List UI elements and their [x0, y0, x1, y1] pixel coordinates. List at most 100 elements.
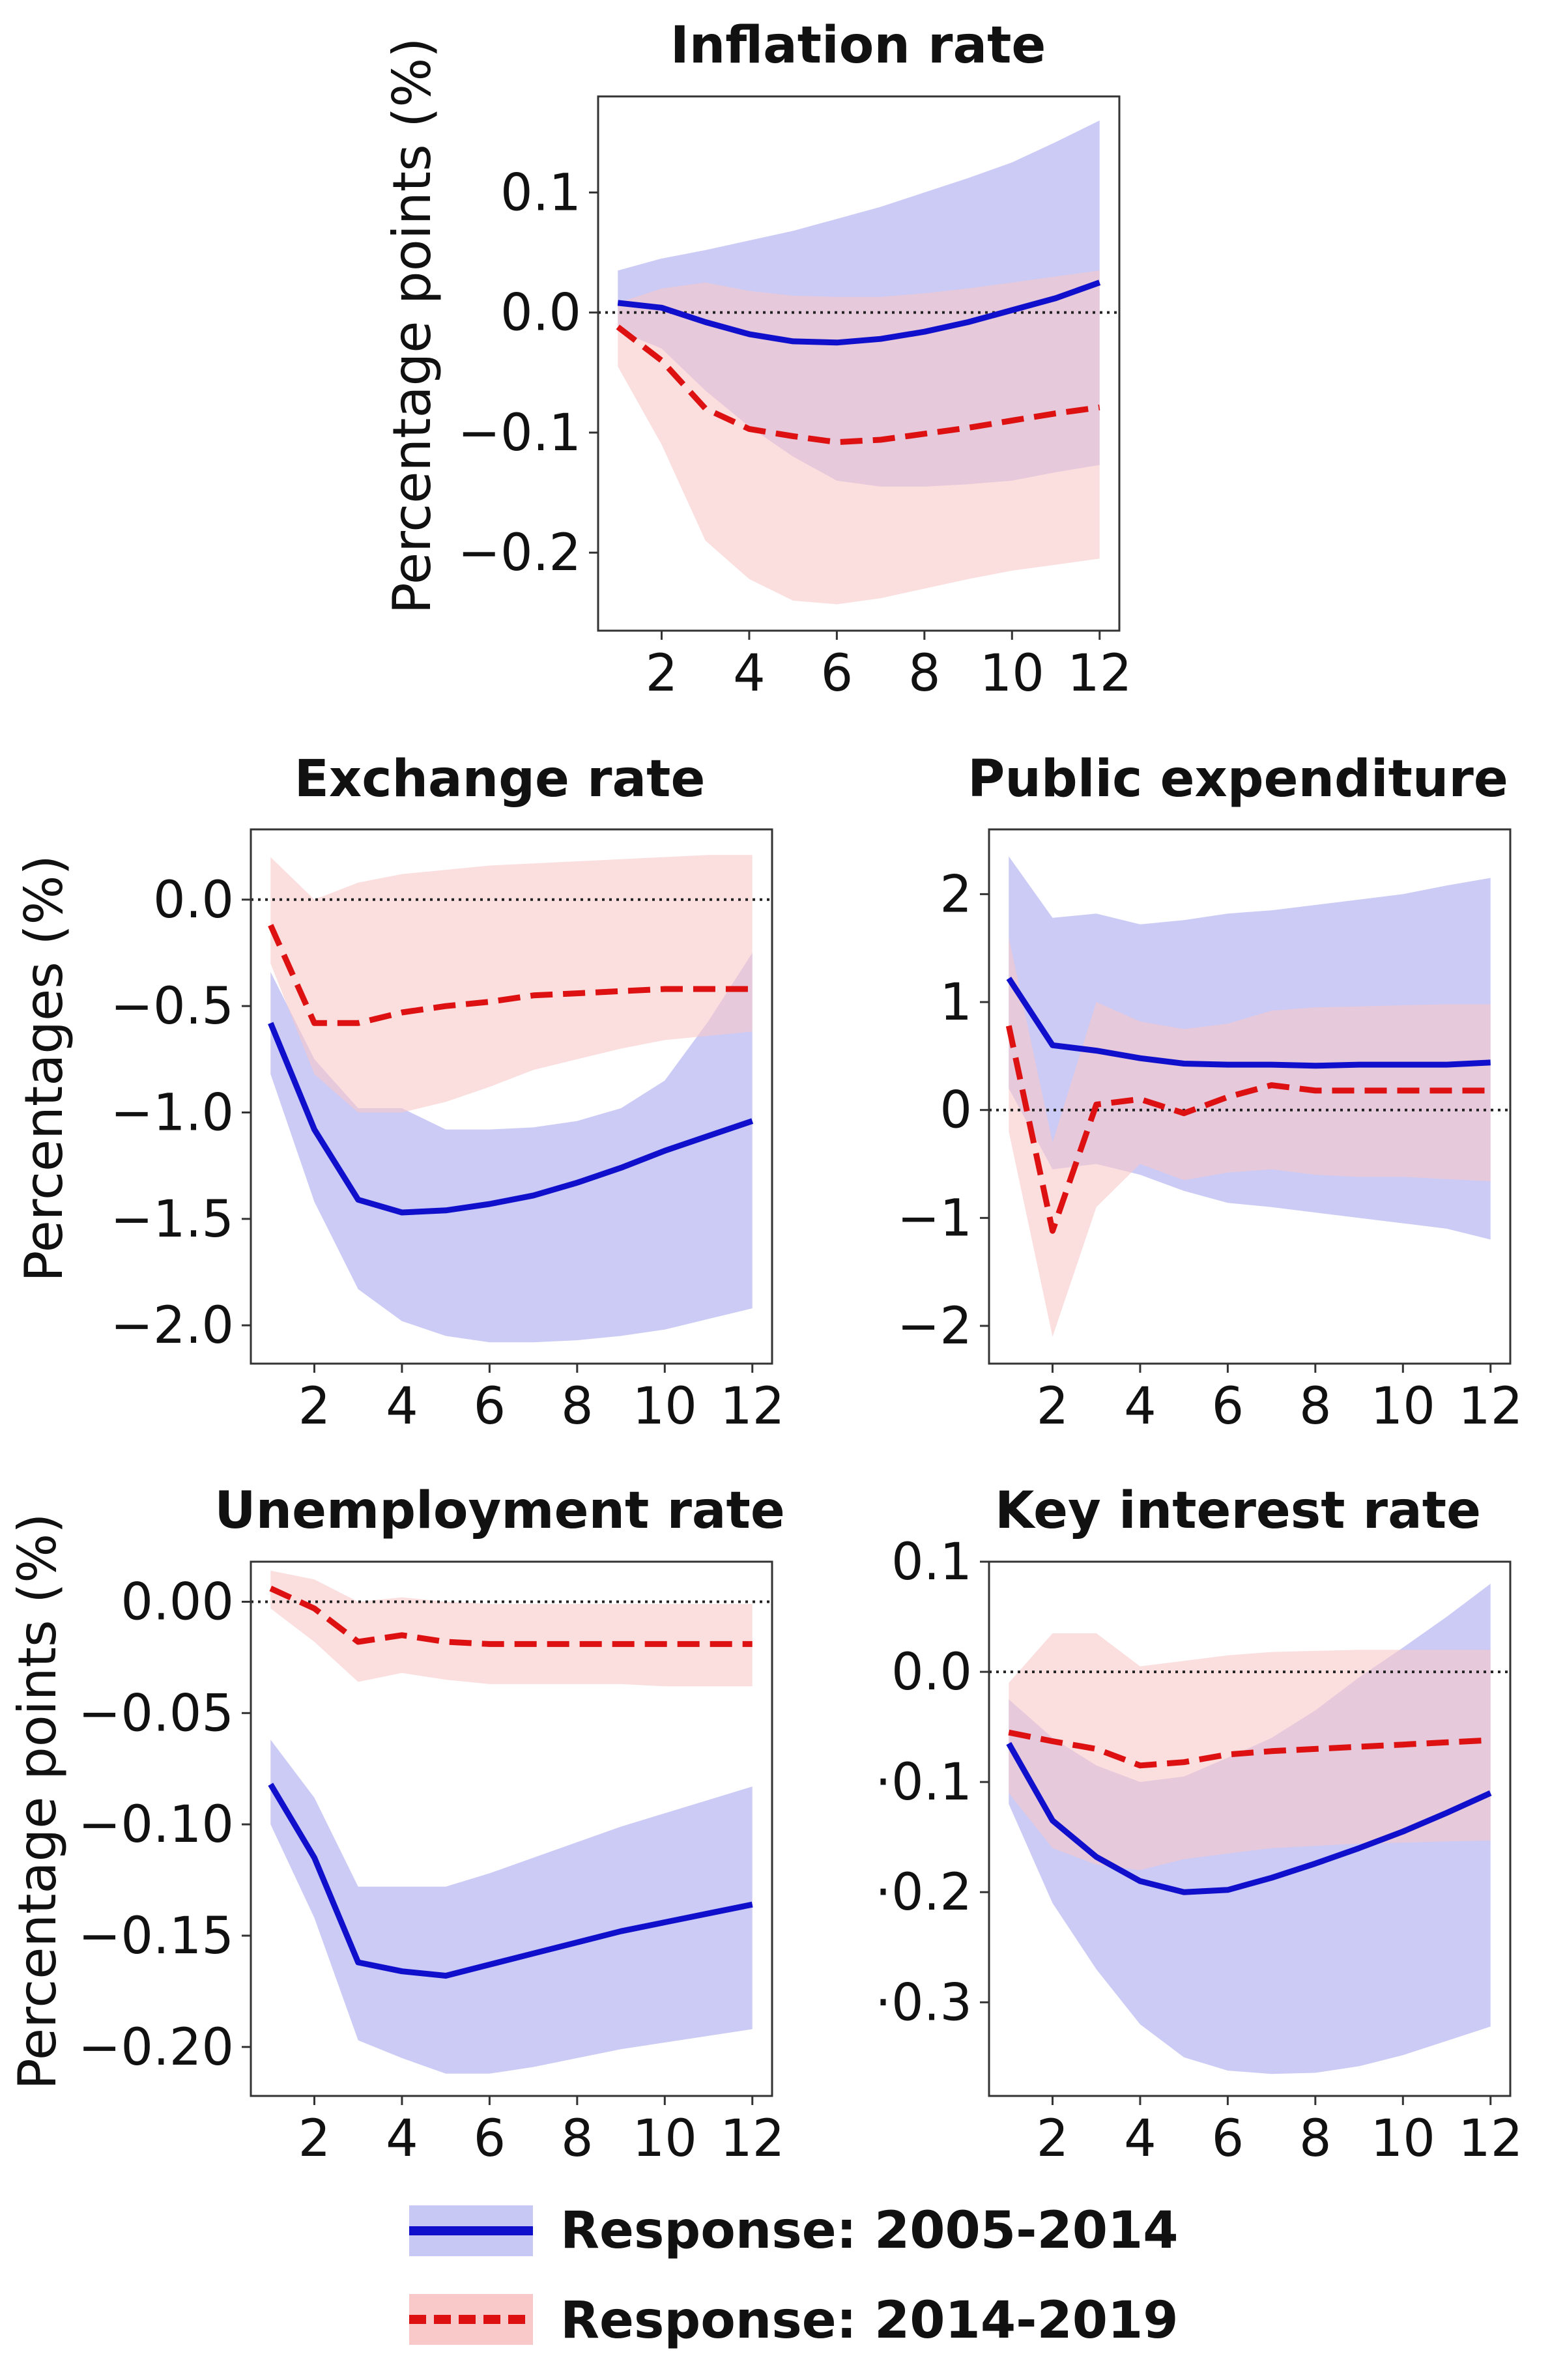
x-tick-label-unemployment-10: 10: [633, 2110, 697, 2168]
y-tick-label-inflation-0: 0.1: [500, 164, 581, 222]
y-tick-label-unemployment-0: 0.00: [121, 1573, 234, 1632]
plot-area-exchange: 2 4 6 8 10 12 0.0 −0.5 −1.0 −1.5 −2.0: [111, 828, 784, 1436]
band-public-2014-2019: [1009, 937, 1491, 1337]
band-unemployment-2014-2019: [270, 1570, 753, 1687]
panel-title-inflation: Inflation rate: [670, 16, 1046, 75]
line-exchange-2014-2019: [268, 924, 753, 1026]
x-tick-label-inflation-4: 4: [733, 644, 766, 703]
plot-area-inflation: 2 4 6 8 10 12 0.1 0.0 −0.1 −0.2: [458, 95, 1132, 703]
x-tick-label-inflation-10: 10: [980, 644, 1044, 703]
plot-frame-inflation: [597, 95, 1121, 632]
line-interest-2014-2019: [1008, 1729, 1491, 1769]
plot-inner-unemployment: [251, 1570, 772, 2074]
y-tick-label-interest-0: 0.1: [891, 1533, 972, 1592]
y-tick-label-unemployment-2: −0.10: [78, 1796, 234, 1854]
y-tick-label-exchange-3: −1.5: [111, 1190, 234, 1249]
x-tick-label-inflation-2: 2: [646, 644, 678, 703]
line-exchange-2005-2014: [268, 1022, 754, 1216]
legend-label-2014-2019: Response: 2014-2019: [560, 2291, 1179, 2350]
plot-frame-interest: [988, 1560, 1512, 2097]
plot-inner-inflation: [598, 120, 1119, 605]
y-tick-label-interest-4: ·0.3: [875, 1973, 972, 2032]
x-tick-label-inflation-8: 8: [908, 644, 941, 703]
band-exchange-2005-2014: [270, 953, 753, 1343]
y-tick-label-public-0: 2: [940, 865, 972, 924]
line-unemployment-2005-2014: [268, 1783, 753, 1979]
plot-frame-unemployment: [250, 1560, 773, 2097]
x-tick-label-public-4: 4: [1124, 1377, 1156, 1436]
plot-inner-exchange: [251, 855, 772, 1343]
y-tick-label-exchange-1: −0.5: [111, 977, 234, 1036]
x-tick-label-unemployment-12: 12: [720, 2110, 784, 2168]
x-tick-label-exchange-12: 12: [720, 1377, 784, 1436]
y-axis-label-exchange: Percentages (%): [14, 855, 74, 1282]
y-axis-label-unemployment: Percentage points (%): [7, 1513, 68, 2089]
x-tick-label-inflation-6: 6: [821, 644, 854, 703]
y-tick-label-exchange-4: −2.0: [111, 1297, 234, 1355]
y-tick-label-unemployment-1: −0.05: [78, 1684, 234, 1743]
legend: Response: 2005-2014 Response: 2014-2019: [409, 2201, 1179, 2350]
x-tick-label-public-2: 2: [1037, 1377, 1069, 1436]
y-tick-label-interest-1: 0.0: [891, 1643, 972, 1702]
line-public-2005-2014: [1006, 977, 1491, 1069]
plot-frame-exchange: [250, 828, 773, 1365]
x-tick-label-interest-10: 10: [1371, 2110, 1435, 2168]
x-tick-label-interest-8: 8: [1299, 2110, 1332, 2168]
y-axis-label-inflation: Percentage points (%): [382, 37, 442, 614]
x-tick-label-unemployment-2: 2: [298, 2110, 331, 2168]
x-tick-label-interest-12: 12: [1458, 2110, 1523, 2168]
plot-area-interest: 2 4 6 8 10 12 0.1 0.0 ·0.1 ·0.2 ·0.3: [875, 1533, 1523, 2168]
x-tick-label-public-10: 10: [1371, 1377, 1435, 1436]
y-tick-label-exchange-2: −1.0: [111, 1084, 234, 1143]
y-tick-label-unemployment-3: −0.15: [78, 1907, 234, 1966]
legend-label-2005-2014: Response: 2005-2014: [560, 2201, 1179, 2260]
y-tick-label-inflation-1: 0.0: [500, 284, 581, 343]
panel-exchange: Exchange rate Percentages (%) 2 4 6 8 10 12 0.…: [14, 750, 784, 1436]
x-tick-label-interest-6: 6: [1212, 2110, 1244, 2168]
band-unemployment-2005-2014: [270, 1740, 753, 2074]
x-tick-label-interest-4: 4: [1124, 2110, 1156, 2168]
panel-title-public: Public expenditure: [968, 750, 1508, 809]
x-tick-label-interest-2: 2: [1037, 2110, 1069, 2168]
line-inflation-2005-2014: [617, 280, 1101, 346]
x-tick-label-public-6: 6: [1212, 1377, 1244, 1436]
line-inflation-2014-2019: [616, 324, 1100, 446]
y-tick-label-exchange-0: 0.0: [153, 871, 234, 930]
panel-interest: Key interest rate 2 4 6 8 10 12 0.1 0.0 ·0.1 ·0.2…: [875, 1482, 1523, 2168]
y-tick-label-public-4: −2: [897, 1297, 972, 1356]
plot-area-unemployment: 2 4 6 8 10 12 0.00 −0.05 −0.10 −0.15 −0.20: [78, 1560, 784, 2168]
line-interest-2005-2014: [1006, 1742, 1492, 1895]
x-tick-label-unemployment-6: 6: [474, 2110, 506, 2168]
panel-unemployment: Unemployment rate Percentage points (%) …: [7, 1482, 785, 2168]
y-tick-label-public-2: 0: [940, 1082, 972, 1140]
y-tick-label-inflation-2: −0.1: [458, 404, 581, 463]
line-public-2014-2019: [1005, 1025, 1491, 1234]
x-tick-label-unemployment-8: 8: [561, 2110, 594, 2168]
panel-title-interest: Key interest rate: [995, 1482, 1481, 1540]
x-tick-label-exchange-4: 4: [386, 1377, 418, 1436]
band-exchange-2014-2019: [270, 855, 753, 1113]
y-tick-label-inflation-3: −0.2: [458, 524, 581, 582]
y-tick-label-unemployment-4: −0.20: [78, 2018, 234, 2077]
plot-inner-interest: [989, 1583, 1510, 2074]
y-tick-label-public-1: 1: [940, 973, 972, 1032]
x-tick-label-exchange-6: 6: [474, 1377, 506, 1436]
x-tick-label-exchange-10: 10: [633, 1377, 697, 1436]
x-tick-label-inflation-12: 12: [1067, 644, 1132, 703]
x-tick-label-public-12: 12: [1458, 1377, 1523, 1436]
x-tick-label-exchange-2: 2: [298, 1377, 331, 1436]
plot-frame-public: [988, 828, 1512, 1365]
y-tick-label-public-3: −1: [897, 1189, 972, 1248]
plot-inner-public: [989, 856, 1510, 1337]
panel-title-unemployment: Unemployment rate: [214, 1482, 784, 1540]
panel-title-exchange: Exchange rate: [294, 750, 706, 809]
y-tick-label-interest-3: ·0.2: [875, 1863, 972, 1922]
x-tick-label-public-8: 8: [1299, 1377, 1332, 1436]
x-tick-label-exchange-8: 8: [561, 1377, 594, 1436]
y-tick-label-interest-2: ·0.1: [875, 1753, 972, 1812]
band-inflation-2014-2019: [618, 270, 1100, 605]
